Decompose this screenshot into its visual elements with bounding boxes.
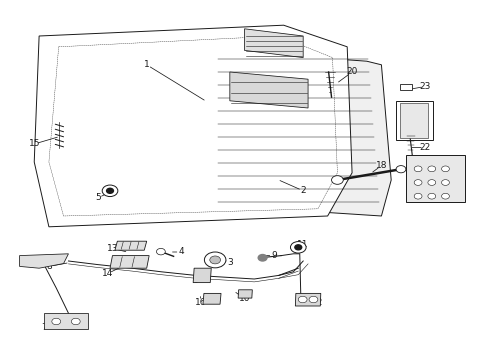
Circle shape [441, 166, 448, 172]
Polygon shape [244, 29, 303, 58]
Text: 1: 1 [143, 60, 149, 69]
Text: 2: 2 [300, 186, 305, 195]
Circle shape [71, 318, 80, 325]
Circle shape [156, 248, 165, 255]
Text: 10: 10 [238, 294, 250, 303]
Polygon shape [193, 268, 211, 283]
Polygon shape [44, 313, 88, 329]
Text: 4: 4 [178, 248, 183, 256]
Circle shape [106, 188, 113, 193]
Circle shape [427, 180, 435, 185]
Polygon shape [110, 256, 149, 268]
Text: 8: 8 [46, 262, 52, 271]
FancyBboxPatch shape [399, 103, 427, 138]
Text: 3: 3 [226, 258, 232, 267]
Circle shape [441, 193, 448, 199]
Text: 5: 5 [95, 194, 101, 202]
Circle shape [204, 252, 225, 268]
Circle shape [427, 166, 435, 172]
Polygon shape [20, 254, 68, 268]
Polygon shape [215, 50, 390, 216]
Text: 20: 20 [346, 68, 357, 77]
Circle shape [413, 180, 421, 185]
Circle shape [258, 255, 266, 261]
Circle shape [290, 242, 305, 253]
Text: 21: 21 [419, 114, 430, 123]
Circle shape [52, 318, 61, 325]
Text: 15: 15 [28, 139, 40, 148]
Circle shape [294, 245, 301, 250]
FancyBboxPatch shape [399, 84, 411, 90]
Circle shape [395, 166, 405, 173]
Circle shape [413, 166, 421, 172]
Text: 14: 14 [102, 269, 113, 278]
Polygon shape [34, 25, 351, 227]
FancyBboxPatch shape [395, 101, 432, 140]
Circle shape [427, 193, 435, 199]
Text: 22: 22 [419, 143, 430, 152]
Circle shape [298, 296, 306, 303]
Circle shape [413, 193, 421, 199]
Circle shape [441, 180, 448, 185]
Text: 13: 13 [106, 244, 118, 253]
Text: 11: 11 [297, 240, 308, 249]
Polygon shape [115, 241, 146, 250]
Polygon shape [405, 155, 464, 202]
Text: 12: 12 [311, 298, 323, 307]
Text: 9: 9 [270, 251, 276, 260]
Text: 7: 7 [41, 323, 47, 332]
Text: 23: 23 [419, 82, 430, 91]
Polygon shape [295, 293, 320, 306]
Text: 6: 6 [192, 276, 198, 285]
Text: 19: 19 [272, 35, 284, 44]
Polygon shape [238, 290, 252, 298]
Circle shape [102, 185, 118, 197]
Text: 16: 16 [194, 298, 206, 307]
Polygon shape [203, 293, 221, 304]
Circle shape [209, 256, 220, 264]
Circle shape [331, 176, 343, 184]
Circle shape [308, 296, 317, 303]
Text: 17: 17 [424, 179, 435, 188]
Text: 18: 18 [375, 161, 386, 170]
Polygon shape [229, 72, 307, 108]
